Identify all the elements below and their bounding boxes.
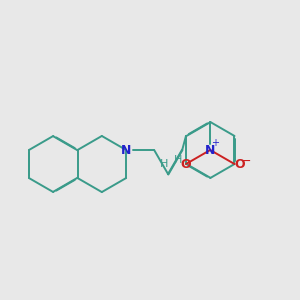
- Text: H: H: [160, 160, 168, 170]
- Text: O: O: [181, 158, 191, 170]
- Text: H: H: [174, 155, 182, 165]
- Text: −: −: [241, 155, 252, 168]
- Text: N: N: [205, 143, 215, 157]
- Text: +: +: [211, 138, 219, 148]
- Text: O: O: [235, 158, 245, 170]
- Text: N: N: [121, 143, 131, 157]
